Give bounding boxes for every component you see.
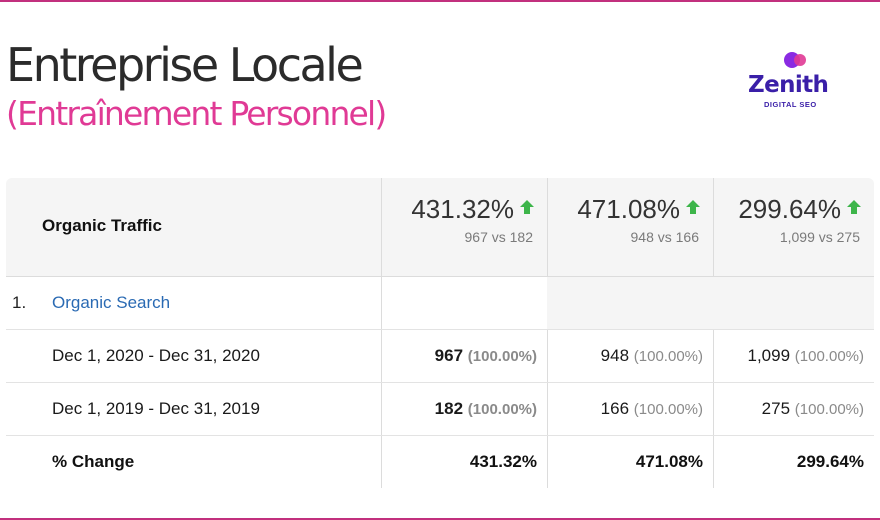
metric-value: 967 (100.00%) xyxy=(434,346,537,365)
change-value: 299.64% xyxy=(796,452,864,471)
segment-link-organic-search[interactable]: Organic Search xyxy=(52,293,171,312)
change-value: 431.32% xyxy=(469,452,537,471)
summary-comparison: 1,099 vs 275 xyxy=(779,229,860,245)
traffic-table: Organic Traffic 431.32% 967 vs 182 471.0… xyxy=(6,178,874,488)
bottom-border xyxy=(0,518,880,520)
arrow-up-icon xyxy=(686,200,700,214)
summary-cell: 431.32% 967 vs 182 xyxy=(381,178,547,276)
segment-index: 1. xyxy=(12,293,27,312)
summary-cell: 299.64% 1,099 vs 275 xyxy=(713,178,874,276)
page-subtitle: (Entraînement Personnel) xyxy=(6,94,387,133)
table-row: Dec 1, 2019 - Dec 31, 2019 182 (100.00%)… xyxy=(6,383,874,436)
metric-value: 182 (100.00%) xyxy=(434,399,537,418)
summary-percent: 471.08% xyxy=(577,194,680,224)
summary-comparison: 967 vs 182 xyxy=(464,229,534,245)
change-value: 471.08% xyxy=(635,452,703,471)
logo-circles-icon xyxy=(784,52,806,68)
metric-value: 275 (100.00%) xyxy=(761,399,864,418)
date-range: Dec 1, 2020 - Dec 31, 2020 xyxy=(52,346,260,365)
page-title: Entreprise Locale xyxy=(6,38,364,92)
top-border xyxy=(0,0,880,2)
zenith-logo: Zenith DIGITAL SEO xyxy=(744,50,844,112)
table-header-row: Organic Traffic 431.32% 967 vs 182 471.0… xyxy=(6,178,874,277)
change-label: % Change xyxy=(52,452,135,471)
summary-cell: 471.08% 948 vs 166 xyxy=(547,178,713,276)
header-label-cell: Organic Traffic xyxy=(6,178,381,276)
logo-brand: Zenith xyxy=(748,72,829,98)
header-label: Organic Traffic xyxy=(42,216,162,235)
segment-row: 1. Organic Search xyxy=(6,277,874,330)
change-row: % Change 431.32% 471.08% 299.64% xyxy=(6,436,874,488)
date-range: Dec 1, 2019 - Dec 31, 2019 xyxy=(52,399,260,418)
summary-comparison: 948 vs 166 xyxy=(630,229,700,245)
metric-value: 1,099 (100.00%) xyxy=(747,346,865,365)
table-row: Dec 1, 2020 - Dec 31, 2020 967 (100.00%)… xyxy=(6,330,874,383)
logo-tagline: DIGITAL SEO xyxy=(764,100,817,109)
summary-percent: 431.32% xyxy=(411,194,514,224)
arrow-up-icon xyxy=(520,200,534,214)
metric-value: 166 (100.00%) xyxy=(600,399,703,418)
summary-percent: 299.64% xyxy=(738,194,841,224)
metric-value: 948 (100.00%) xyxy=(600,346,703,365)
arrow-up-icon xyxy=(847,200,861,214)
